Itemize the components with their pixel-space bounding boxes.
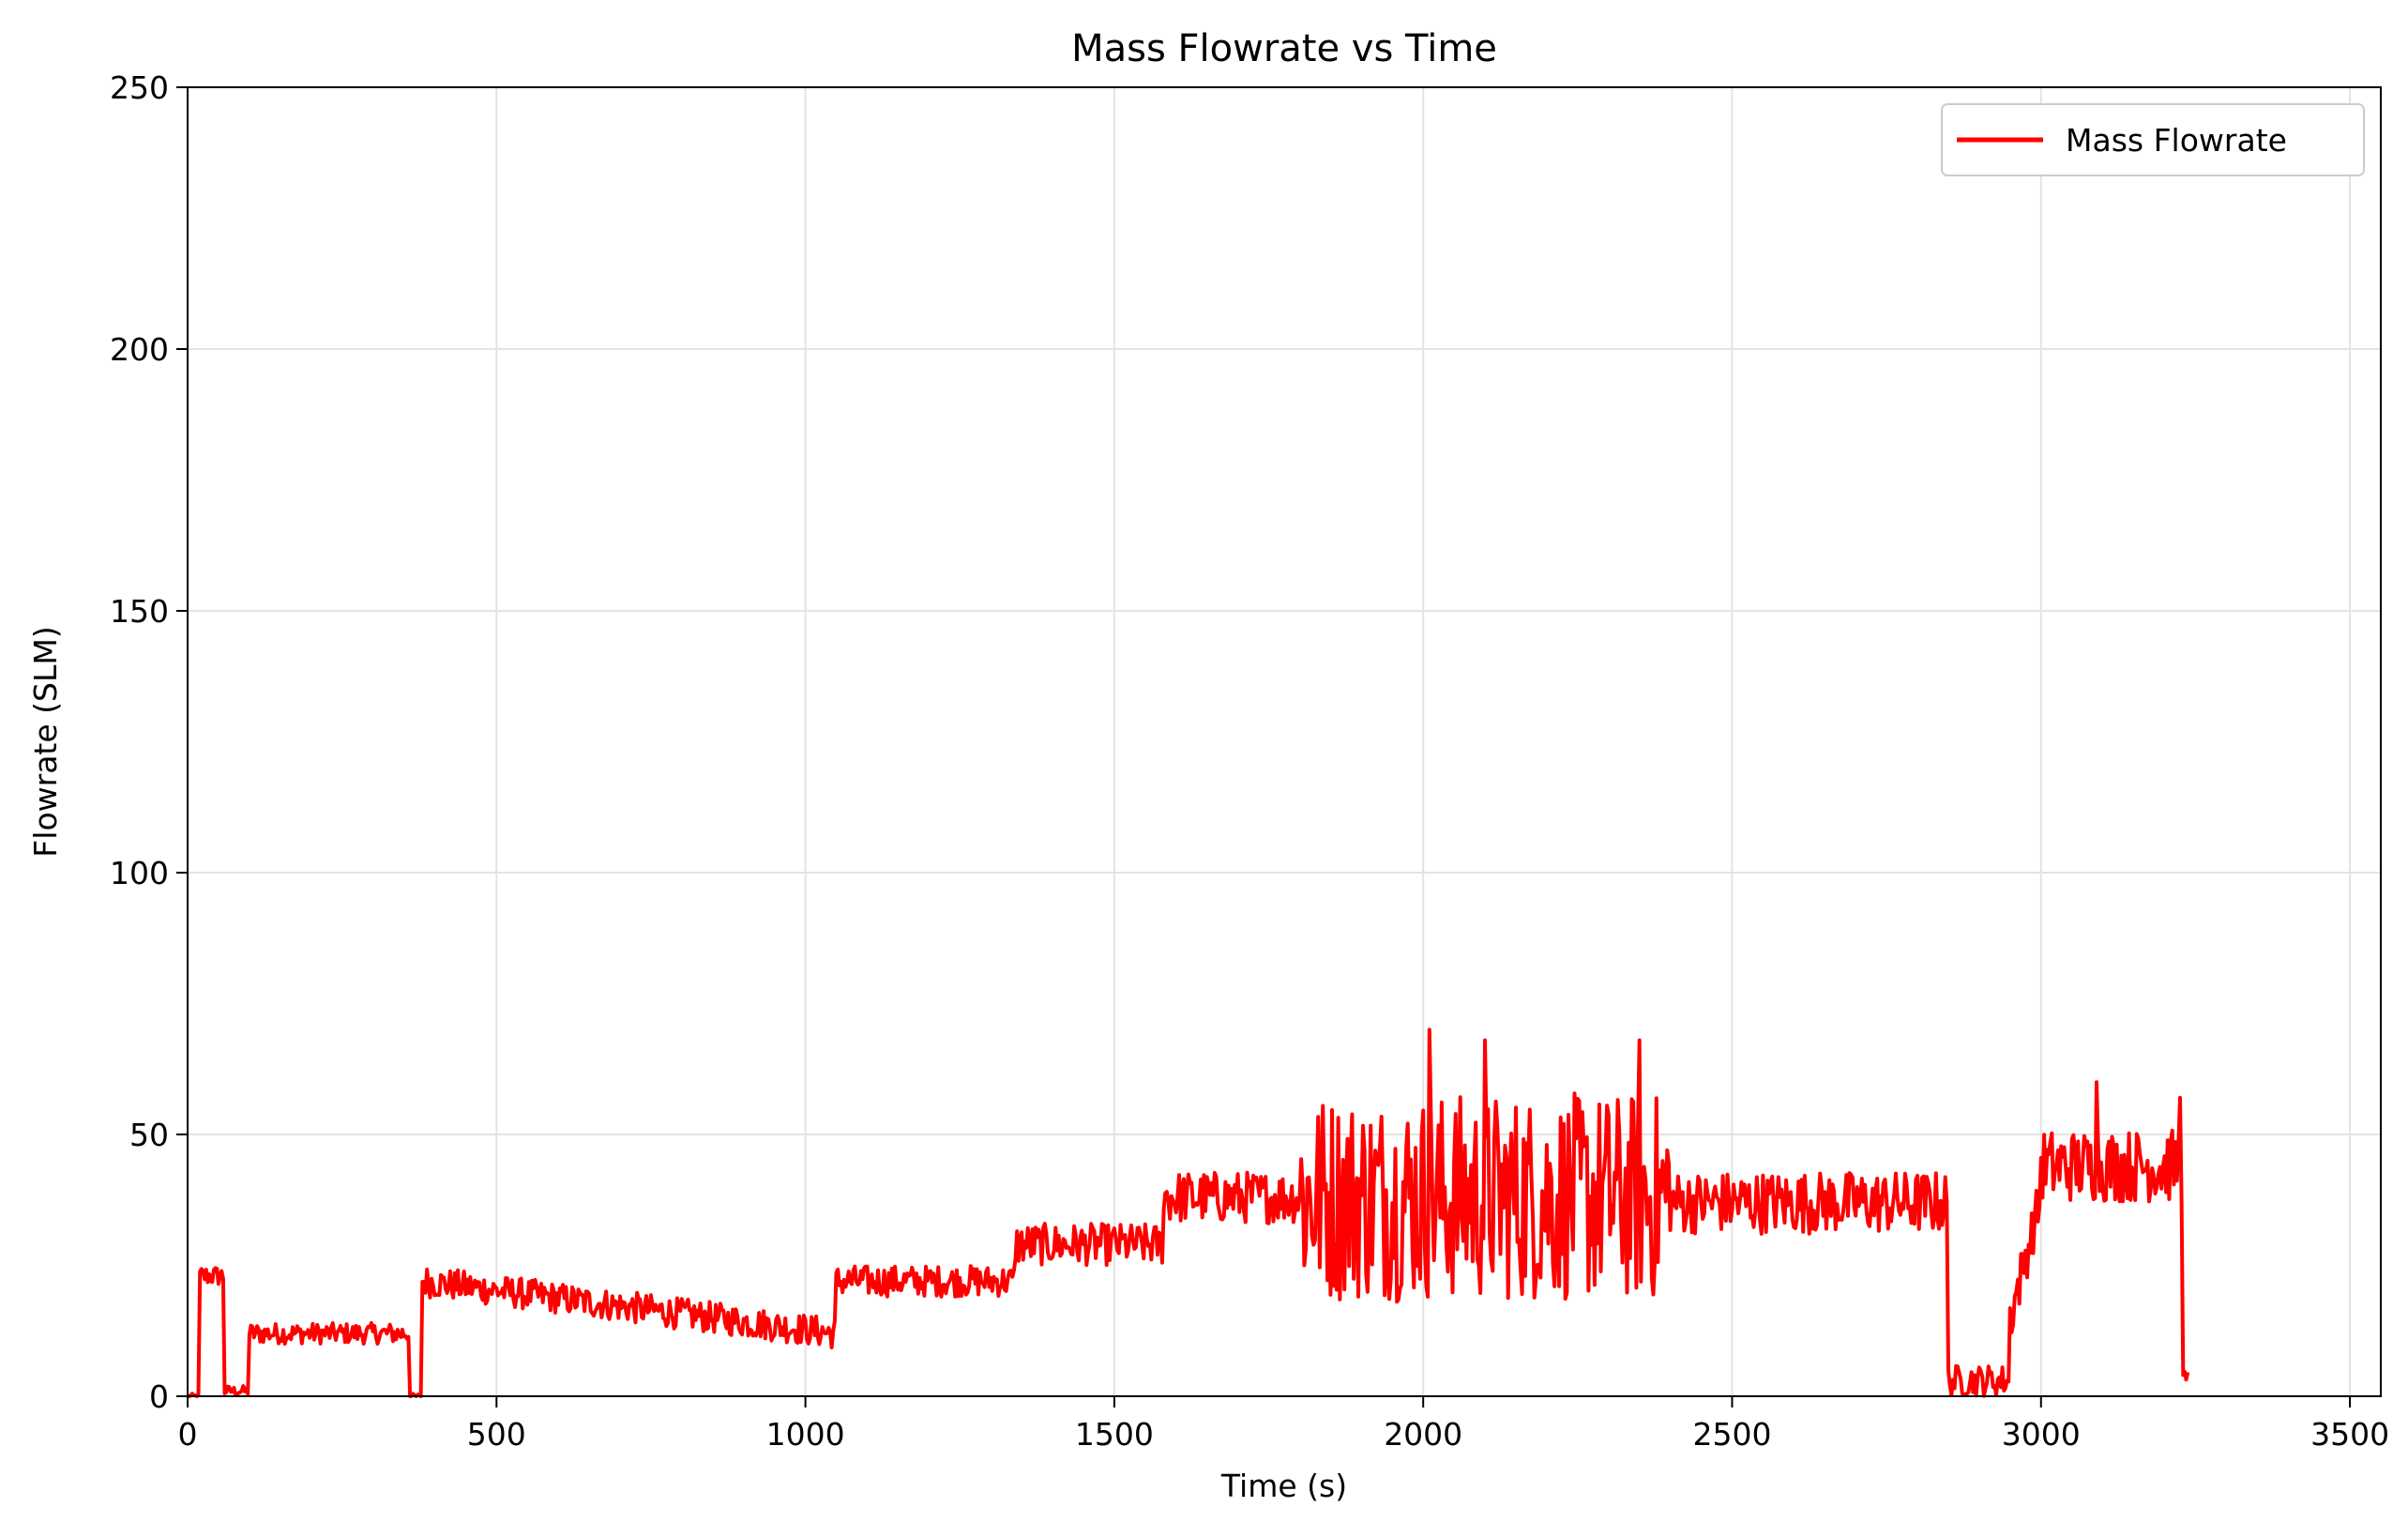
x-tick-label: 1500 — [1075, 1416, 1154, 1453]
x-tick-label: 500 — [467, 1416, 526, 1453]
y-axis-label: Flowrate (SLM) — [27, 626, 64, 857]
plot-frame — [187, 86, 2382, 1397]
legend: Mass Flowrate — [1941, 103, 2365, 176]
y-tick-label: 100 — [110, 855, 169, 891]
y-tick-label: 250 — [110, 69, 169, 106]
series-layer — [187, 1027, 2190, 1398]
x-tick-label: 1000 — [766, 1416, 845, 1453]
x-tick-label: 3000 — [2002, 1416, 2081, 1453]
legend-box — [1941, 103, 2365, 176]
y-tick-label: 200 — [110, 331, 169, 368]
x-tick-label: 3500 — [2310, 1416, 2389, 1453]
x-tick-label: 2000 — [1384, 1416, 1462, 1453]
y-axis: 0 50 100 150 200 250 — [110, 69, 188, 1415]
x-axis-label: Time (s) — [1220, 1468, 1347, 1504]
y-tick-label: 50 — [129, 1117, 169, 1153]
series-line-mass-flowrate — [187, 1027, 2190, 1398]
x-axis: 0 500 1000 1500 2000 2500 3000 3500 — [178, 1396, 2389, 1453]
y-tick-label: 150 — [110, 593, 169, 630]
chart-title: Mass Flowrate vs Time — [1071, 27, 1497, 70]
legend-label: Mass Flowrate — [2066, 122, 2287, 159]
y-tick-label: 0 — [149, 1378, 169, 1415]
x-tick-label: 2500 — [1692, 1416, 1771, 1453]
x-tick-label: 0 — [178, 1416, 198, 1453]
